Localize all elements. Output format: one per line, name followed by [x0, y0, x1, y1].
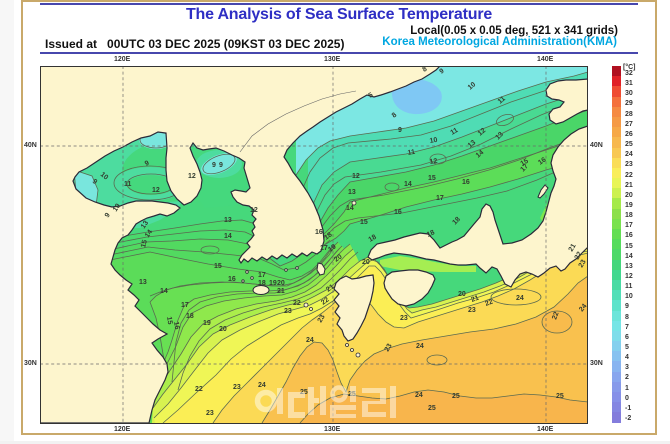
svg-text:16: 16 [462, 179, 470, 186]
svg-text:21: 21 [568, 243, 578, 253]
svg-text:23: 23 [468, 307, 476, 314]
svg-text:16: 16 [537, 156, 547, 166]
svg-text:13: 13 [140, 220, 150, 230]
svg-text:23: 23 [233, 384, 241, 391]
svg-text:23: 23 [317, 314, 327, 324]
svg-text:25: 25 [452, 393, 460, 400]
svg-text:20: 20 [219, 326, 227, 333]
svg-text:20: 20 [333, 253, 343, 263]
svg-text:16: 16 [315, 229, 323, 236]
svg-text:20: 20 [458, 291, 466, 298]
svg-text:10: 10 [429, 137, 438, 145]
svg-text:16: 16 [172, 321, 180, 330]
svg-text:12: 12 [250, 207, 258, 214]
svg-text:21: 21 [277, 288, 285, 295]
svg-text:22: 22 [551, 311, 560, 321]
svg-text:24: 24 [516, 295, 524, 302]
svg-text:16: 16 [394, 209, 402, 216]
svg-text:24: 24 [258, 382, 266, 389]
svg-text:13: 13 [467, 139, 478, 149]
svg-text:23: 23 [206, 410, 214, 417]
svg-text:15: 15 [140, 239, 149, 248]
svg-text:14: 14 [144, 229, 154, 239]
svg-text:8: 8 [391, 112, 399, 120]
svg-text:14: 14 [160, 288, 168, 295]
svg-text:21: 21 [470, 295, 480, 304]
svg-text:25: 25 [348, 391, 356, 398]
svg-text:18: 18 [451, 216, 462, 227]
svg-text:14: 14 [346, 205, 354, 212]
svg-text:15: 15 [428, 175, 436, 182]
svg-text:9: 9 [91, 178, 99, 186]
svg-text:10: 10 [99, 171, 110, 181]
svg-text:19: 19 [327, 243, 337, 253]
svg-text:19: 19 [269, 280, 277, 287]
svg-text:20: 20 [362, 259, 370, 266]
svg-text:11: 11 [497, 95, 507, 105]
svg-text:9: 9 [212, 162, 216, 169]
svg-text:13: 13 [224, 217, 232, 224]
svg-text:19: 19 [203, 320, 211, 327]
svg-text:17: 17 [181, 302, 189, 309]
svg-text:5: 5 [368, 92, 375, 100]
svg-text:13: 13 [139, 279, 147, 286]
svg-text:9: 9 [144, 160, 151, 168]
svg-text:8: 8 [422, 66, 429, 74]
svg-text:25: 25 [428, 405, 436, 412]
svg-text:22: 22 [293, 300, 301, 307]
svg-text:12: 12 [477, 127, 488, 137]
svg-text:24: 24 [306, 337, 314, 344]
svg-text:18: 18 [258, 280, 266, 287]
svg-text:22: 22 [320, 296, 330, 306]
svg-text:9: 9 [104, 212, 112, 219]
svg-text:11: 11 [450, 127, 460, 137]
svg-text:13: 13 [348, 189, 356, 196]
svg-text:15: 15 [165, 316, 173, 325]
svg-text:23: 23 [384, 343, 394, 353]
svg-text:24: 24 [415, 392, 423, 399]
svg-text:23: 23 [578, 259, 588, 269]
svg-text:18: 18 [186, 313, 194, 320]
svg-text:25: 25 [556, 393, 564, 400]
svg-text:12: 12 [429, 158, 438, 166]
svg-text:10: 10 [467, 81, 478, 91]
svg-text:18: 18 [368, 234, 378, 244]
svg-text:22: 22 [574, 251, 584, 261]
svg-text:14: 14 [224, 233, 232, 240]
svg-text:23: 23 [400, 315, 408, 322]
svg-text:10: 10 [112, 203, 122, 213]
svg-text:21: 21 [325, 283, 335, 293]
svg-text:9: 9 [439, 68, 446, 76]
svg-text:15: 15 [360, 219, 368, 226]
svg-text:9: 9 [219, 162, 223, 169]
svg-text:12: 12 [352, 173, 360, 180]
svg-text:12: 12 [152, 187, 160, 194]
svg-text:15: 15 [214, 263, 222, 270]
svg-text:17: 17 [436, 195, 444, 202]
svg-text:24: 24 [416, 343, 424, 350]
svg-text:15: 15 [520, 158, 530, 168]
svg-text:11: 11 [407, 149, 416, 157]
svg-text:20: 20 [277, 280, 285, 287]
svg-text:18: 18 [426, 229, 436, 239]
svg-text:9: 9 [398, 127, 402, 134]
svg-text:14: 14 [475, 149, 486, 159]
svg-text:22: 22 [484, 299, 494, 308]
svg-text:23: 23 [284, 308, 292, 315]
svg-text:14: 14 [404, 181, 412, 188]
svg-text:24: 24 [578, 303, 588, 314]
svg-text:16: 16 [228, 276, 236, 283]
svg-text:17: 17 [258, 272, 266, 279]
svg-text:25: 25 [300, 389, 308, 396]
svg-text:17: 17 [519, 163, 530, 174]
svg-text:22: 22 [195, 386, 203, 393]
svg-text:17: 17 [320, 245, 328, 252]
svg-text:11: 11 [124, 181, 132, 188]
svg-text:18: 18 [323, 231, 333, 241]
svg-text:12: 12 [188, 173, 196, 180]
svg-text:13: 13 [494, 131, 505, 142]
